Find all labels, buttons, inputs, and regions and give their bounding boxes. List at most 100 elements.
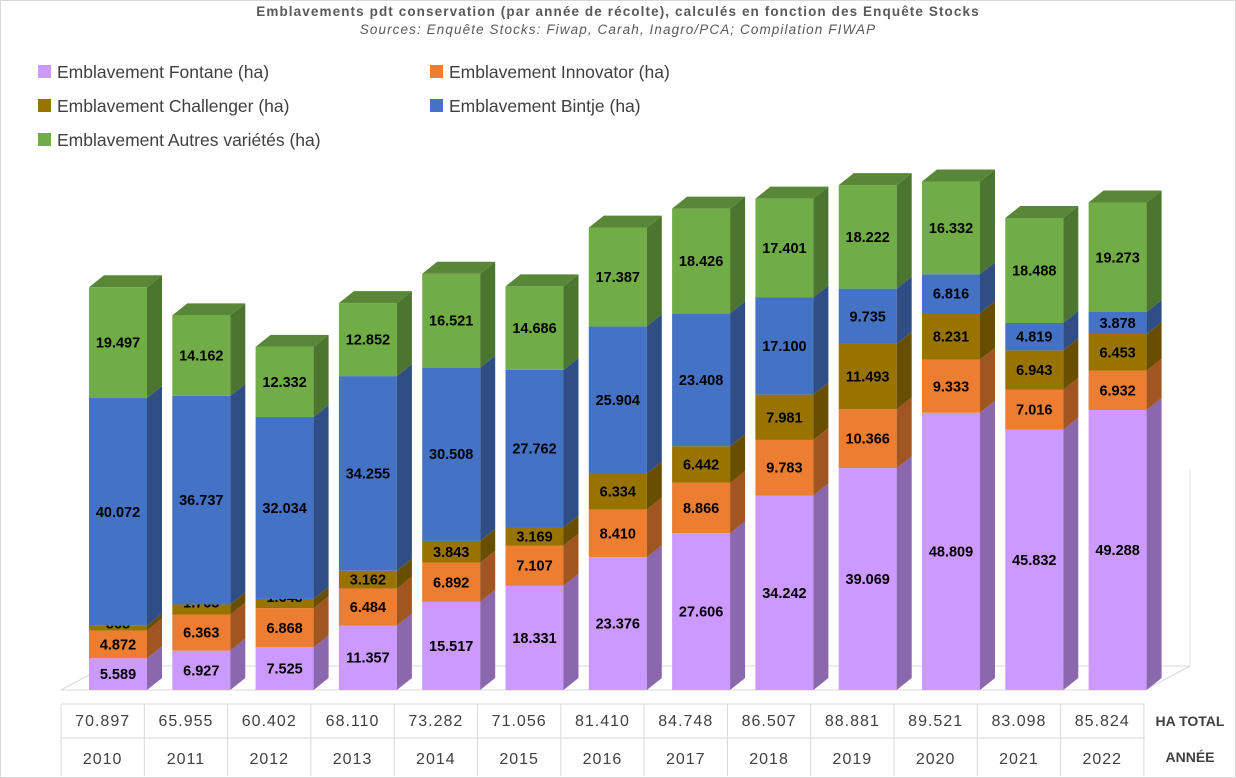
bar-segment-autres-2016 xyxy=(588,227,647,327)
bar-side-challenger-2017 xyxy=(730,434,746,483)
data-label-challenger-2018: 7.981 xyxy=(766,410,802,426)
data-label-bintje-2013: 34.255 xyxy=(346,466,390,482)
bar-side-bintje-2013 xyxy=(396,364,412,571)
bar-segment-innovator-2019 xyxy=(838,409,897,469)
legend-item-challenger: Emblavement Challenger (ha) xyxy=(38,96,289,117)
bar-top-2021 xyxy=(1005,206,1079,219)
bar-segment-challenger-2014 xyxy=(422,540,481,563)
bar-segment-bintje-2010 xyxy=(89,398,147,626)
bar-segment-fontane-2010 xyxy=(89,658,147,690)
bar-segment-innovator-2020 xyxy=(922,359,980,413)
bar-segment-autres-2010 xyxy=(89,287,147,399)
chart-title: Emblavements pdt conservation (par année… xyxy=(256,4,980,19)
table-total-2019: 88.881 xyxy=(825,713,880,730)
data-label-innovator-2018: 9.783 xyxy=(766,461,802,477)
bar-segment-challenger-2016 xyxy=(588,473,647,510)
bar-segment-innovator-2011 xyxy=(172,614,231,651)
bar-side-innovator-2015 xyxy=(563,533,579,586)
bar-side-autres-2018 xyxy=(813,186,829,298)
bar-top-2014 xyxy=(422,261,496,274)
bar-2019: 39.069 10.366 11.493 9.735 18.222 xyxy=(838,173,912,690)
table-year-2021: 2021 xyxy=(999,751,1039,768)
legend-label-fontane: Emblavement Fontane (ha) xyxy=(57,62,270,82)
data-label-innovator-2016: 8.410 xyxy=(600,526,636,542)
bar-side-challenger-2019 xyxy=(896,331,912,410)
bar-side-fontane-2017 xyxy=(730,521,746,690)
data-table: 70.897 2010 65.955 2011 60.402 2012 68.110 2013… xyxy=(60,703,1225,776)
bar-side-fontane-2016 xyxy=(646,545,662,690)
bar-side-challenger-2011 xyxy=(230,592,246,615)
bar-segment-fontane-2015 xyxy=(505,585,564,690)
bar-segment-bintje-2021 xyxy=(1005,323,1064,351)
table-row-label-year: ANNÉE xyxy=(1165,749,1214,765)
bar-side-bintje-2020 xyxy=(980,262,995,314)
data-label-challenger-2017: 6.442 xyxy=(683,458,719,474)
bar-top-2015 xyxy=(505,274,579,287)
bar-side-challenger-2014 xyxy=(480,528,496,563)
data-label-fontane-2021: 45.832 xyxy=(1012,553,1056,569)
data-label-autres-2013: 12.852 xyxy=(346,333,390,349)
table-year-2022: 2022 xyxy=(1082,751,1122,768)
bar-side-innovator-2022 xyxy=(1146,358,1162,411)
bar-2016: 23.376 8.410 6.334 25.904 17.387 xyxy=(588,215,662,690)
bar-side-innovator-2017 xyxy=(730,470,746,534)
bar-segment-autres-2017 xyxy=(672,208,731,314)
bar-side-autres-2015 xyxy=(563,274,579,370)
data-label-autres-2021: 18.488 xyxy=(1012,264,1056,280)
bar-side-innovator-2021 xyxy=(1063,377,1079,430)
data-label-innovator-2013: 6.484 xyxy=(350,600,386,616)
data-label-innovator-2020: 9.333 xyxy=(933,379,969,395)
bar-side-fontane-2019 xyxy=(896,456,912,690)
bar-side-innovator-2019 xyxy=(896,397,912,469)
bar-segment-fontane-2022 xyxy=(1088,410,1147,690)
bar-segment-fontane-2020 xyxy=(922,412,980,690)
table-year-2013: 2013 xyxy=(333,751,373,768)
bar-segment-fontane-2011 xyxy=(172,650,231,690)
bar-side-autres-2020 xyxy=(980,169,995,275)
data-label-fontane-2014: 15.517 xyxy=(429,639,473,655)
table-year-2019: 2019 xyxy=(833,751,873,768)
bar-segment-innovator-2015 xyxy=(505,545,564,586)
bar-segment-challenger-2021 xyxy=(1005,350,1064,390)
table-year-2012: 2012 xyxy=(249,751,289,768)
bar-side-fontane-2021 xyxy=(1063,417,1079,690)
table-total-2014: 73.282 xyxy=(408,713,463,730)
data-label-fontane-2012: 7.525 xyxy=(266,662,302,678)
bar-side-autres-2022 xyxy=(1146,190,1162,312)
table-total-2011: 65.955 xyxy=(158,713,213,730)
table-year-2017: 2017 xyxy=(666,751,706,768)
bar-2018: 34.242 9.783 7.981 17.100 17.401 xyxy=(755,186,829,690)
bar-segment-autres-2018 xyxy=(755,198,814,298)
bar-segment-fontane-2021 xyxy=(1005,429,1064,690)
bar-top-2012 xyxy=(255,334,329,347)
data-label-challenger-2013: 3.162 xyxy=(350,573,386,589)
legend-item-autres: Emblavement Autres variétés (ha) xyxy=(38,130,321,151)
bar-side-bintje-2018 xyxy=(813,285,829,395)
bar-segment-challenger-2020 xyxy=(922,313,980,360)
table-year-2014: 2014 xyxy=(416,751,456,768)
data-label-bintje-2016: 25.904 xyxy=(596,393,640,409)
data-label-challenger-2016: 6.334 xyxy=(600,484,636,500)
data-label-bintje-2019: 9.735 xyxy=(850,309,886,325)
bar-side-challenger-2016 xyxy=(646,461,662,510)
bar-segment-challenger-2017 xyxy=(672,446,731,483)
data-label-fontane-2015: 18.331 xyxy=(512,631,556,647)
bar-side-challenger-2015 xyxy=(563,515,579,546)
legend-swatch-bintje xyxy=(430,98,443,112)
bar-side-autres-2017 xyxy=(730,196,746,314)
table-total-2016: 81.410 xyxy=(575,713,630,730)
data-label-bintje-2015: 27.762 xyxy=(512,442,556,458)
data-label-innovator-2014: 6.892 xyxy=(433,575,469,591)
data-label-innovator-2022: 6.932 xyxy=(1099,383,1135,399)
table-year-2018: 2018 xyxy=(749,751,789,768)
bar-side-autres-2010 xyxy=(147,275,162,399)
data-label-bintje-2017: 23.408 xyxy=(679,373,723,389)
bar-segment-challenger-2022 xyxy=(1088,334,1147,371)
bar-segment-innovator-2012 xyxy=(255,608,314,648)
legend-item-fontane: Emblavement Fontane (ha) xyxy=(38,62,269,83)
bar-side-autres-2014 xyxy=(480,261,496,368)
bar-2022: 49.288 6.932 6.453 3.878 19.273 xyxy=(1088,190,1162,690)
data-label-innovator-2011: 6.363 xyxy=(183,626,219,642)
